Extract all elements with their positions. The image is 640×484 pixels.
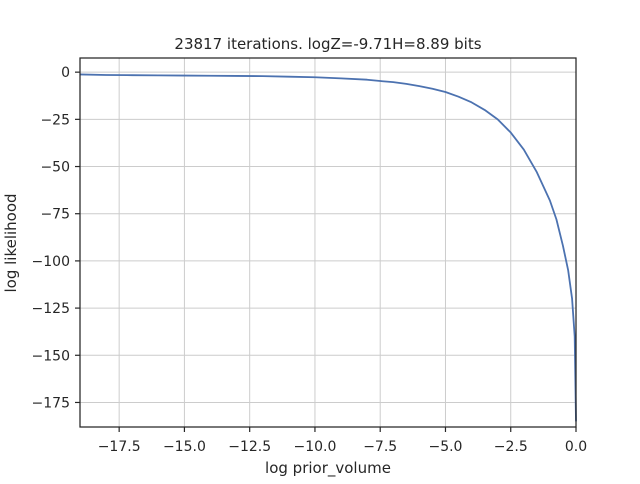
y-tick-label: −50 <box>40 160 70 176</box>
y-tick-label: −100 <box>32 254 70 270</box>
y-tick-label: −75 <box>40 207 70 223</box>
x-tick-label: −17.5 <box>98 439 141 455</box>
y-axis-label: log likelihood <box>2 193 20 292</box>
x-axis-label: log prior_volume <box>265 459 391 478</box>
plot-frame <box>79 57 577 428</box>
x-tick-label: −2.5 <box>494 439 528 455</box>
plot-area <box>80 58 576 427</box>
x-tick-label: −5.0 <box>428 439 462 455</box>
y-tick-label: −150 <box>32 348 70 364</box>
y-tick-label: 0 <box>61 65 70 81</box>
x-tick-label: −7.5 <box>363 439 397 455</box>
y-axis: 0 −25 −50 −75 −100 −125 −150 −175 <box>32 65 80 411</box>
x-tick-label: −10.0 <box>293 439 336 455</box>
y-tick-label: −25 <box>40 112 70 128</box>
chart-title: 23817 iterations. logZ=-9.71H=8.89 bits <box>174 35 481 53</box>
x-tick-label: −15.0 <box>163 439 206 455</box>
x-axis: −17.5 −15.0 −12.5 −10.0 −7.5 −5.0 −2.5 0.0 <box>98 427 587 455</box>
y-tick-label: −175 <box>32 395 70 411</box>
series-line-0 <box>79 73 577 422</box>
x-tick-label: 0.0 <box>565 439 587 455</box>
series-layer <box>79 73 577 422</box>
x-tick-label: −12.5 <box>228 439 271 455</box>
y-tick-label: −125 <box>32 301 70 317</box>
